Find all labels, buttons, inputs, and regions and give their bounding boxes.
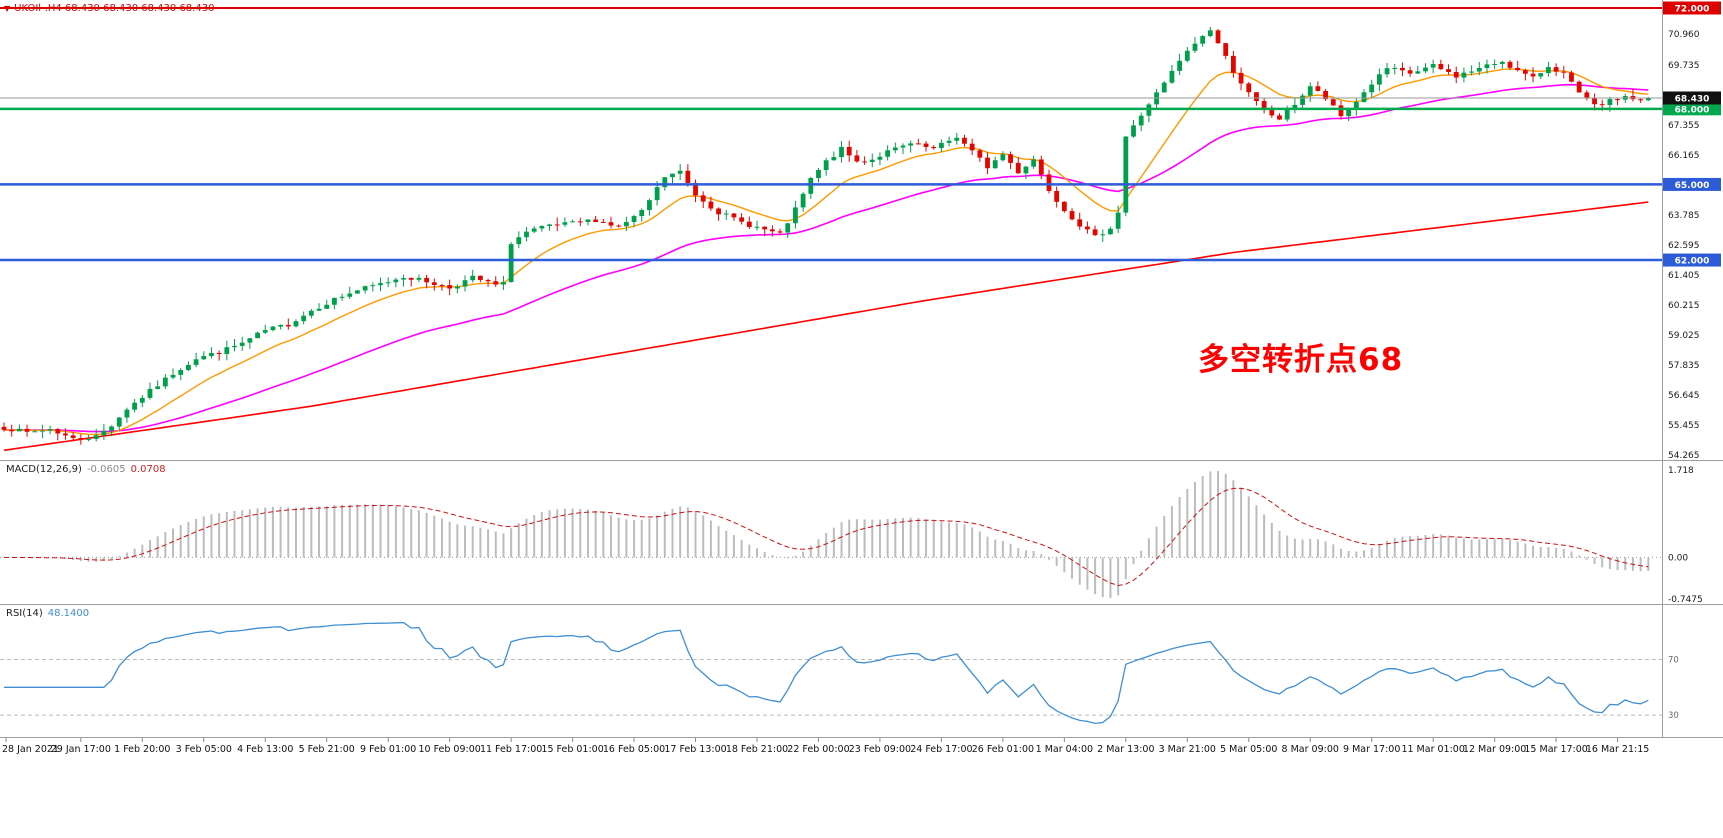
time-tick-label: 17 Feb 13:00 xyxy=(664,744,726,755)
price-tick-label: 55.455 xyxy=(1668,421,1700,431)
price-tick-label: 57.835 xyxy=(1668,361,1700,371)
price-tick-label: 66.165 xyxy=(1668,151,1700,161)
price-tick-label: 54.265 xyxy=(1668,451,1700,461)
time-tick-label: 9 Feb 01:00 xyxy=(360,744,416,755)
macd-axis-label: 1.718 xyxy=(1668,466,1694,476)
time-tick-label: 16 Mar 21:15 xyxy=(1586,744,1649,755)
time-tick-label: 11 Feb 17:00 xyxy=(480,744,542,755)
time-tick-label: 15 Feb 01:00 xyxy=(541,744,603,755)
price-tick-label: 69.735 xyxy=(1668,61,1700,71)
price-tick-label: 60.215 xyxy=(1668,301,1700,311)
time-tick-label: 3 Mar 21:00 xyxy=(1159,744,1216,755)
time-tick-label: 22 Feb 00:00 xyxy=(787,744,849,755)
time-tick-label: 16 Feb 05:00 xyxy=(603,744,665,755)
price-tick-label: 70.960 xyxy=(1668,30,1700,40)
price-axis: 70.960 69.735 67.355 66.165 63.785 62.595 61.4… xyxy=(1662,0,1721,737)
horizontal-lines xyxy=(0,7,1662,262)
time-tick-label: 29 Jan 17:00 xyxy=(51,744,111,755)
price-badge: 62.000 xyxy=(1675,257,1710,267)
panel-separators xyxy=(0,460,1723,738)
moving-averages xyxy=(3,68,1649,452)
price-tick-label: 67.355 xyxy=(1668,121,1700,131)
rsi-level-label: 30 xyxy=(1668,711,1679,721)
time-tick-label: 24 Feb 17:00 xyxy=(910,744,972,755)
price-tick-label: 59.025 xyxy=(1668,331,1700,341)
time-tick-label: 15 Mar 17:00 xyxy=(1524,744,1587,755)
price-tick-label: 62.595 xyxy=(1668,241,1700,251)
time-tick-label: 9 Mar 17:00 xyxy=(1343,744,1400,755)
time-tick-label: 5 Feb 21:00 xyxy=(299,744,355,755)
rsi-level-label: 70 xyxy=(1668,655,1679,665)
time-tick-label: 2 Mar 13:00 xyxy=(1097,744,1154,755)
price-badge: 68.430 xyxy=(1675,94,1710,104)
price-tick-label: 61.405 xyxy=(1668,271,1700,281)
macd-panel: 1.718 0.00 -0.7475 xyxy=(0,466,1703,605)
time-tick-label: 8 Mar 09:00 xyxy=(1282,744,1339,755)
time-tick-label: 12 Mar 09:00 xyxy=(1463,744,1526,755)
time-tick-label: 26 Feb 01:00 xyxy=(972,744,1034,755)
time-tick-label: 11 Mar 01:00 xyxy=(1401,744,1464,755)
time-tick-label: 5 Mar 05:00 xyxy=(1220,744,1277,755)
macd-axis-label: -0.7475 xyxy=(1668,595,1703,605)
price-badge: 72.000 xyxy=(1675,5,1710,15)
time-tick-label: 18 Feb 21:00 xyxy=(726,744,788,755)
time-tick-label: 4 Feb 13:00 xyxy=(237,744,293,755)
time-tick-label: 28 Jan 2021 xyxy=(2,744,59,755)
price-tick-label: 63.785 xyxy=(1668,211,1700,221)
macd-axis-label: 0.00 xyxy=(1668,553,1688,563)
time-tick-label: 23 Feb 09:00 xyxy=(849,744,911,755)
price-tick-label: 56.645 xyxy=(1668,391,1700,401)
price-badge: 65.000 xyxy=(1675,181,1710,191)
price-badge: 68.000 xyxy=(1675,105,1710,115)
time-tick-label: 3 Feb 05:00 xyxy=(176,744,232,755)
time-tick-label: 10 Feb 09:00 xyxy=(418,744,480,755)
candles xyxy=(1,26,1651,445)
rsi-panel: 70 30 xyxy=(0,621,1679,725)
time-tick-label: 1 Feb 20:00 xyxy=(114,744,170,755)
time-tick-label: 1 Mar 04:00 xyxy=(1036,744,1093,755)
